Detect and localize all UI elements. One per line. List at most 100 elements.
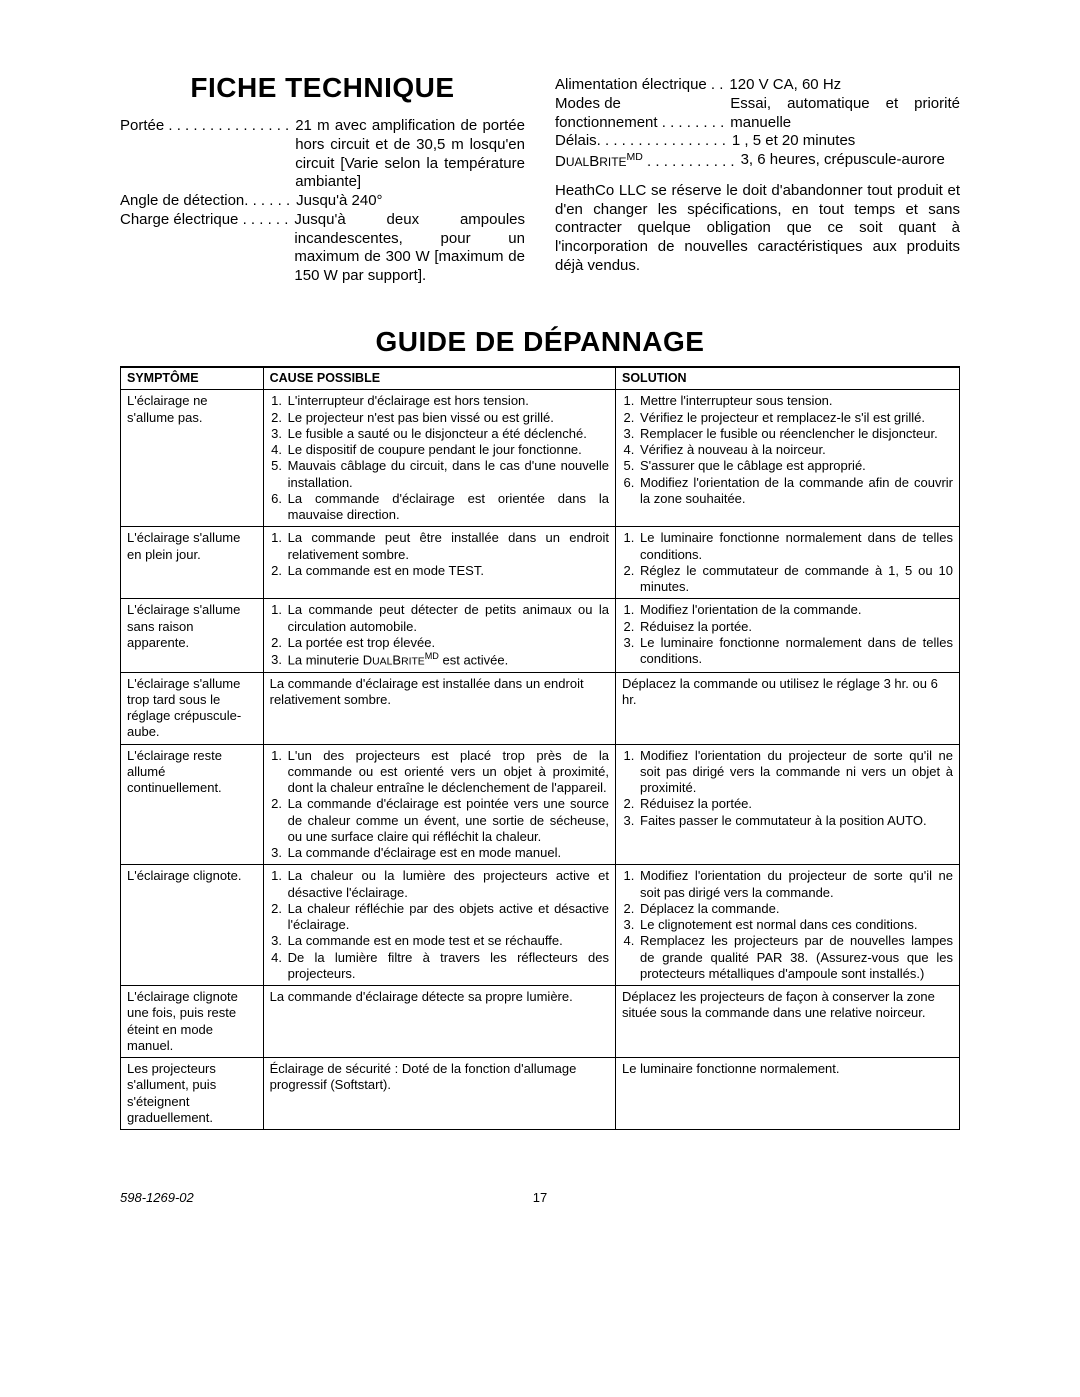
spec-label: Charge électrique . . . . . . xyxy=(120,211,288,230)
spec-value: 21 m avec amplification de portée hors c… xyxy=(295,117,525,192)
spec-label: DUALBRITEMD . . . . . . . . . . . xyxy=(555,151,735,172)
guide-title: GUIDE DE DÉPANNAGE xyxy=(120,326,960,358)
cause-item: La commande d'éclairage est en mode manu… xyxy=(286,845,609,861)
table-row: L'éclairage s'allume sans raison apparen… xyxy=(121,599,960,672)
solution-item: Réduisez la portée. xyxy=(638,619,953,635)
cause-item: L'interrupteur d'éclairage est hors tens… xyxy=(286,393,609,409)
cause-item: Mauvais câblage du circuit, dans le cas … xyxy=(286,458,609,491)
cause-item: La portée est trop élevée. xyxy=(286,635,609,651)
cause-cell: Éclairage de sécurité : Doté de la fonct… xyxy=(263,1058,615,1130)
solution-item: Le clignotement est normal dans ces cond… xyxy=(638,917,953,933)
cause-item: La commande est en mode TEST. xyxy=(286,563,609,579)
table-row: L'éclairage s'allume en plein jour. La co… xyxy=(121,527,960,599)
cause-item: La minuterie DUALBRITEMD est activée. xyxy=(286,651,609,669)
cause-item: Le projecteur n'est pas bien vissé ou es… xyxy=(286,410,609,426)
spec-row: DUALBRITEMD . . . . . . . . . . . 3, 6 he… xyxy=(555,151,960,172)
disclaimer-text: HeathCo LLC se réserve le doit d'abandon… xyxy=(555,182,960,276)
solution-item: Modifiez l'orientation de la commande. xyxy=(638,602,953,618)
solution-item: Le luminaire fonctionne normalement dans… xyxy=(638,635,953,668)
solution-cell: Mettre l'interrupteur sous tension.Vérif… xyxy=(616,390,960,527)
solution-item: Remplacer le fusible ou réenclencher le … xyxy=(638,426,953,442)
symptom-cell: L'éclairage s'allume en plein jour. xyxy=(121,527,264,599)
doc-number: 598-1269-02 xyxy=(120,1190,194,1205)
table-row: L'éclairage s'allume trop tard sous le r… xyxy=(121,672,960,744)
cause-item: La commande peut être installée dans un … xyxy=(286,530,609,563)
solution-item: Réduisez la portée. xyxy=(638,796,953,812)
cause-item: La chaleur réfléchie par des objets acti… xyxy=(286,901,609,934)
cause-cell: La chaleur ou la lumière des projecteurs… xyxy=(263,865,615,986)
solution-item: Réglez le commutateur de commande à 1, 5… xyxy=(638,563,953,596)
spec-value: Jusqu'à deux ampoules incandescentes, po… xyxy=(294,211,525,286)
solution-item: Déplacez la commande. xyxy=(638,901,953,917)
spec-row: Portée . . . . . . . . . . . . . . . 21 m… xyxy=(120,117,525,192)
solution-item: Modifiez l'orientation du projecteur de … xyxy=(638,748,953,797)
solution-item: Modifiez l'orientation du projecteur de … xyxy=(638,868,953,901)
cause-item: La commande d'éclairage est orientée dan… xyxy=(286,491,609,524)
cause-cell: L'un des projecteurs est placé trop près… xyxy=(263,744,615,865)
spec-row: Délais. . . . . . . . . . . . . . . . 1 ,… xyxy=(555,132,960,151)
spec-label: Portée . . . . . . . . . . . . . . . xyxy=(120,117,289,136)
table-row: L'éclairage clignote une fois, puis rest… xyxy=(121,986,960,1058)
cause-item: L'un des projecteurs est placé trop près… xyxy=(286,748,609,797)
cause-item: De la lumière filtre à travers les réfle… xyxy=(286,950,609,983)
spec-row: Alimentation électrique . .120 V CA, 60 … xyxy=(555,76,960,95)
cause-item: Le dispositif de coupure pendant le jour… xyxy=(286,442,609,458)
symptom-cell: L'éclairage s'allume sans raison apparen… xyxy=(121,599,264,672)
solution-cell: Le luminaire fonctionne normalement. xyxy=(616,1058,960,1130)
solution-cell: Modifiez l'orientation du projecteur de … xyxy=(616,865,960,986)
table-header-row: SYMPTÔME CAUSE POSSIBLE SOLUTION xyxy=(121,367,960,390)
specs-section: FICHE TECHNIQUE Portée . . . . . . . . .… xyxy=(120,70,960,286)
solution-item: S'assurer que le câblage est approprié. xyxy=(638,458,953,474)
table-row: Les projecteurs s'allument, puis s'éteig… xyxy=(121,1058,960,1130)
spec-row: Angle de détection. . . . . . Jusqu'à 240… xyxy=(120,192,525,211)
solution-item: Mettre l'interrupteur sous tension. xyxy=(638,393,953,409)
spec-row: Charge électrique . . . . . . Jusqu'à deu… xyxy=(120,211,525,286)
solution-cell: Le luminaire fonctionne normalement dans… xyxy=(616,527,960,599)
header-solution: SOLUTION xyxy=(616,367,960,390)
page-footer: 598-1269-02 17 598-1269-02 xyxy=(120,1190,960,1205)
table-row: L'éclairage ne s'allume pas. L'interrupte… xyxy=(121,390,960,527)
spec-value: 120 V CA, 60 Hz xyxy=(729,76,960,95)
cause-item: La commande peut détecter de petits anim… xyxy=(286,602,609,635)
solution-item: Vérifiez à nouveau à la noirceur. xyxy=(638,442,953,458)
spec-value: 3, 6 heures, crépuscule-aurore xyxy=(741,151,960,170)
table-row: L'éclairage reste allumé continuellement… xyxy=(121,744,960,865)
spec-row: Modes defonctionnement . . . . . . . .Es… xyxy=(555,95,960,133)
cause-cell: L'interrupteur d'éclairage est hors tens… xyxy=(263,390,615,527)
cause-item: Le fusible a sauté ou le disjoncteur a é… xyxy=(286,426,609,442)
cause-item: La chaleur ou la lumière des projecteurs… xyxy=(286,868,609,901)
fiche-title: FICHE TECHNIQUE xyxy=(120,70,525,105)
spec-value: Jusqu'à 240° xyxy=(296,192,525,211)
symptom-cell: Les projecteurs s'allument, puis s'éteig… xyxy=(121,1058,264,1130)
troubleshooting-table: SYMPTÔME CAUSE POSSIBLE SOLUTION L'éclai… xyxy=(120,366,960,1130)
cause-cell: La commande d'éclairage détecte sa propr… xyxy=(263,986,615,1058)
solution-item: Modifiez l'orientation de la commande af… xyxy=(638,475,953,508)
solution-cell: Modifiez l'orientation de la commande.Ré… xyxy=(616,599,960,672)
specs-right-col: Alimentation électrique . .120 V CA, 60 … xyxy=(555,70,960,286)
symptom-cell: L'éclairage clignote. xyxy=(121,865,264,986)
header-cause: CAUSE POSSIBLE xyxy=(263,367,615,390)
symptom-cell: L'éclairage reste allumé continuellement… xyxy=(121,744,264,865)
cause-cell: La commande peut détecter de petits anim… xyxy=(263,599,615,672)
cause-item: La commande est en mode test et se récha… xyxy=(286,933,609,949)
page-number: 17 xyxy=(533,1190,547,1205)
symptom-cell: L'éclairage ne s'allume pas. xyxy=(121,390,264,527)
cause-cell: La commande peut être installée dans un … xyxy=(263,527,615,599)
solution-item: Remplacez les projecteurs par de nouvell… xyxy=(638,933,953,982)
table-row: L'éclairage clignote. La chaleur ou la lu… xyxy=(121,865,960,986)
symptom-cell: L'éclairage s'allume trop tard sous le r… xyxy=(121,672,264,744)
cause-item: La commande d'éclairage est pointée vers… xyxy=(286,796,609,845)
spec-label: Angle de détection. . . . . . xyxy=(120,192,290,211)
solution-item: Le luminaire fonctionne normalement dans… xyxy=(638,530,953,563)
solution-cell: Déplacez les projecteurs de façon à cons… xyxy=(616,986,960,1058)
solution-cell: Modifiez l'orientation du projecteur de … xyxy=(616,744,960,865)
specs-left-col: FICHE TECHNIQUE Portée . . . . . . . . .… xyxy=(120,70,525,286)
cause-cell: La commande d'éclairage est installée da… xyxy=(263,672,615,744)
solution-item: Vérifiez le projecteur et remplacez-le s… xyxy=(638,410,953,426)
spec-label: Délais. . . . . . . . . . . . . . . . xyxy=(555,132,726,151)
spec-label: Modes defonctionnement . . . . . . . . xyxy=(555,95,724,133)
spec-value: 1 , 5 et 20 minutes xyxy=(732,132,960,151)
symptom-cell: L'éclairage clignote une fois, puis rest… xyxy=(121,986,264,1058)
solution-cell: Déplacez la commande ou utilisez le régl… xyxy=(616,672,960,744)
spec-value: Essai, automatique et priorité manuelle xyxy=(730,95,960,133)
